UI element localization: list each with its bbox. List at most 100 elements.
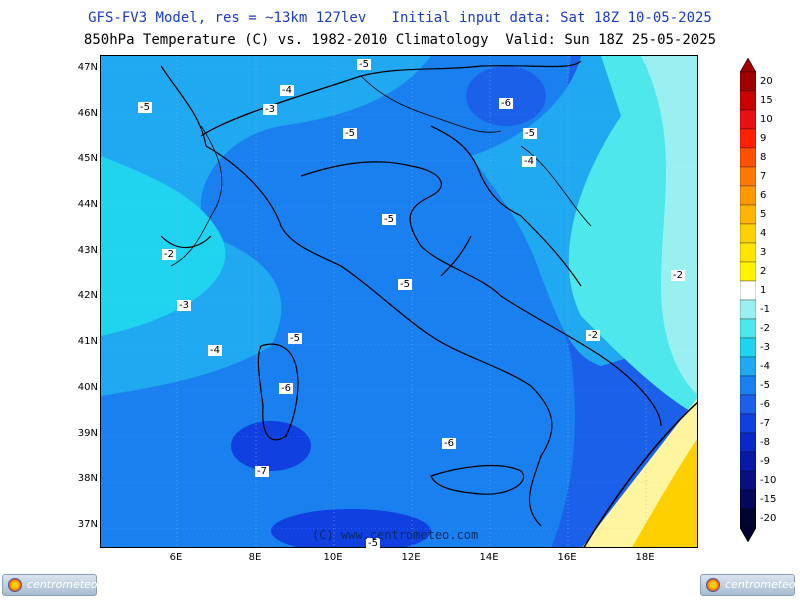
contour-label: -5 [343, 128, 357, 139]
colorbar-swatch [740, 128, 756, 149]
copyright-text: (C) www.centrometeo.com [312, 528, 479, 542]
lon-label: 6E [169, 552, 183, 563]
map-canvas [101, 56, 697, 547]
contour-label: -5 [398, 279, 412, 290]
coastlines [160, 60, 662, 527]
temperature-map [100, 55, 698, 548]
colorbar-swatch [740, 451, 756, 472]
map-title: GFS-FV3 Model, res = ~13km 127lev Initia… [88, 10, 712, 26]
colorbar-level-label: 7 [760, 170, 767, 182]
colorbar-swatch [740, 394, 756, 415]
lat-label: 39N [77, 428, 98, 439]
colorbar-swatch [740, 242, 756, 263]
contour-label: -2 [162, 249, 176, 260]
colorbar-top-tip [740, 58, 756, 73]
lon-label: 8E [248, 552, 262, 563]
colorbar-level-label: -7 [760, 417, 770, 429]
colorbar-level-label: -5 [760, 379, 770, 391]
contour-label: -6 [279, 383, 293, 394]
colorbar-level-label: -4 [760, 360, 770, 372]
colorbar-swatch [740, 375, 756, 396]
contour-label: -5 [288, 333, 302, 344]
colorbar-level-label: -6 [760, 398, 770, 410]
colorbar-level-label: 8 [760, 151, 767, 163]
lat-label: 43N [77, 245, 98, 256]
colorbar-level-label: -8 [760, 436, 770, 448]
colorbar-level-label: 1 [760, 284, 767, 296]
colorbar-swatch [740, 299, 756, 320]
logo-text: centrometeo [725, 578, 796, 591]
colorbar-level-label: -10 [760, 474, 777, 486]
colorbar-bottom-tip [740, 527, 756, 542]
colorbar-swatch [740, 280, 756, 301]
colorbar-level-label: 9 [760, 132, 767, 144]
colorbar-swatch [740, 413, 756, 434]
contour-label: -5 [382, 214, 396, 225]
colorbar-swatch [740, 432, 756, 453]
lat-label: 47N [77, 62, 98, 73]
logo-text: centrometeo [27, 578, 98, 591]
colorbar-level-label: -3 [760, 341, 770, 353]
colorbar-swatch [740, 470, 756, 491]
contour-label: -5 [138, 102, 152, 113]
contour-label: -5 [366, 538, 380, 549]
colorbar-level-label: -20 [760, 512, 777, 524]
colorbar-level-label: 2 [760, 265, 767, 277]
colorbar-swatch [740, 147, 756, 168]
lon-label: 10E [323, 552, 343, 563]
country-borders [170, 75, 592, 267]
colorbar-swatch [740, 185, 756, 206]
lat-label: 37N [77, 519, 98, 530]
lat-label: 42N [77, 290, 98, 301]
lat-label: 40N [77, 382, 98, 393]
island-outline [430, 464, 525, 495]
colorbar-swatch [740, 356, 756, 377]
contour-label: -6 [442, 438, 456, 449]
colorbar-swatch [740, 508, 756, 529]
colorbar-level-label: -2 [760, 322, 770, 334]
contour-label: -2 [671, 270, 685, 281]
contour-label: -4 [208, 345, 222, 356]
colorbar-swatch [740, 204, 756, 225]
contour-label: -7 [255, 466, 269, 477]
colorbar-swatch [740, 261, 756, 282]
colorbar-level-label: -15 [760, 493, 777, 505]
lat-label: 44N [77, 199, 98, 210]
colorbar-level-label: 3 [760, 246, 767, 258]
lat-label: 38N [77, 473, 98, 484]
lat-label: 45N [77, 153, 98, 164]
colorbar-swatch [740, 166, 756, 187]
temperature-colorbar [740, 58, 756, 542]
colorbar-level-label: 20 [760, 75, 773, 87]
colorbar-swatch [740, 337, 756, 358]
lon-label: 12E [401, 552, 421, 563]
contour-label: -2 [586, 330, 600, 341]
centrometeo-logo-right[interactable]: centrometeo [700, 574, 796, 596]
colorbar-level-label: 6 [760, 189, 767, 201]
centrometeo-logo-left[interactable]: centrometeo [2, 574, 98, 596]
contour-label: -4 [280, 85, 294, 96]
logo-globe-icon [8, 578, 22, 592]
contour-label: -3 [177, 300, 191, 311]
lat-label: 46N [77, 108, 98, 119]
colorbar-level-label: 4 [760, 227, 767, 239]
colorbar-swatch [740, 489, 756, 510]
colorbar-swatch [740, 71, 756, 92]
lat-label: 41N [77, 336, 98, 347]
colorbar-level-label: 15 [760, 94, 773, 106]
contour-label: -6 [499, 98, 513, 109]
map-subtitle: 850hPa Temperature (C) vs. 1982-2010 Cli… [83, 32, 717, 48]
colorbar-swatch [740, 109, 756, 130]
lat-grid [101, 56, 697, 547]
logo-globe-icon [706, 578, 720, 592]
lon-label: 16E [557, 552, 577, 563]
colorbar-level-label: 10 [760, 113, 773, 125]
contour-label: -5 [523, 128, 537, 139]
colorbar-level-label: -1 [760, 303, 770, 315]
lon-label: 14E [479, 552, 499, 563]
contour-label: -4 [522, 156, 536, 167]
contour-label: -5 [357, 59, 371, 70]
colorbar-swatch [740, 223, 756, 244]
colorbar-swatch [740, 90, 756, 111]
contour-label: -3 [263, 104, 277, 115]
